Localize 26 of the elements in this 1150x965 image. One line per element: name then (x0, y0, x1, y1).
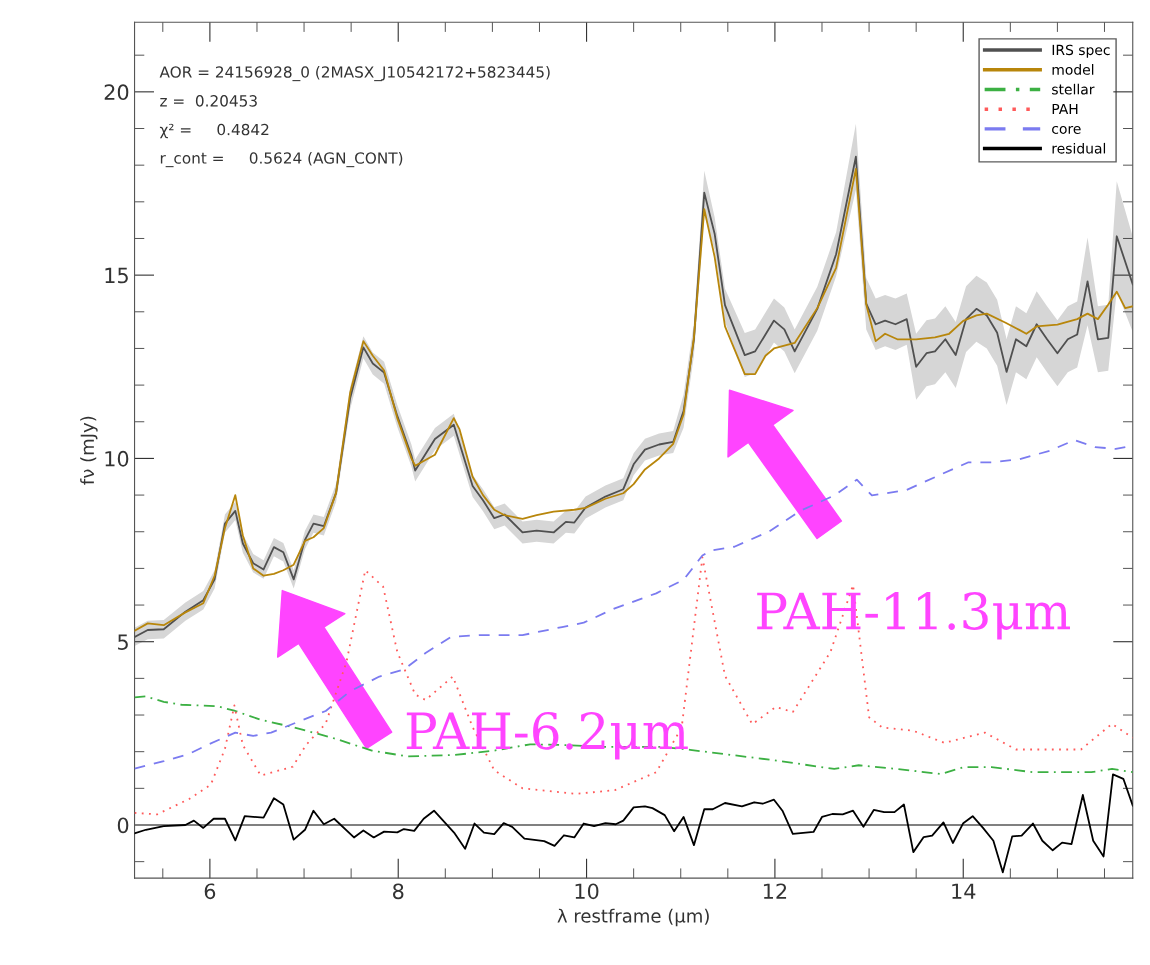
annotation: z = 0.20453 (160, 95, 257, 107)
y-tick-label: 5 (118, 634, 128, 650)
legend-label: residual (1052, 142, 1106, 154)
x-tick-label: 12 (763, 883, 787, 899)
annotation: PAH-11.3μm (757, 592, 1070, 640)
line-series (134, 695, 1133, 775)
x-tick-label: 10 (575, 883, 599, 900)
legend-label: IRS spec (1052, 44, 1110, 58)
x-tick-label: 8 (393, 883, 404, 900)
y-tick-label: 0 (117, 817, 129, 834)
legend-label: PAH (1052, 103, 1078, 115)
y-tick-label: 15 (105, 267, 128, 284)
x-tick-label: 6 (204, 883, 216, 900)
annotation: χ² = 0.4842 (159, 123, 269, 139)
annotation: AOR = 24156928_0 (2MASX_J10542172+5823445) (159, 65, 550, 82)
legend-label: core (1052, 125, 1081, 134)
y-axis-title: fν (mJy) (80, 416, 98, 485)
y-tick-label: 20 (104, 84, 129, 101)
annotation: PAH-6.2μm (406, 711, 688, 760)
annotation: r_cont = 0.5624 (AGN_CONT) (160, 151, 403, 168)
x-tick-label: 14 (952, 883, 976, 899)
y-tick-label: 10 (105, 450, 129, 467)
x-axis-title: λ restframe (μm) (557, 908, 709, 927)
legend-label: stellar (1052, 83, 1095, 95)
legend-label: model (1052, 64, 1094, 75)
line-series (134, 773, 1133, 874)
